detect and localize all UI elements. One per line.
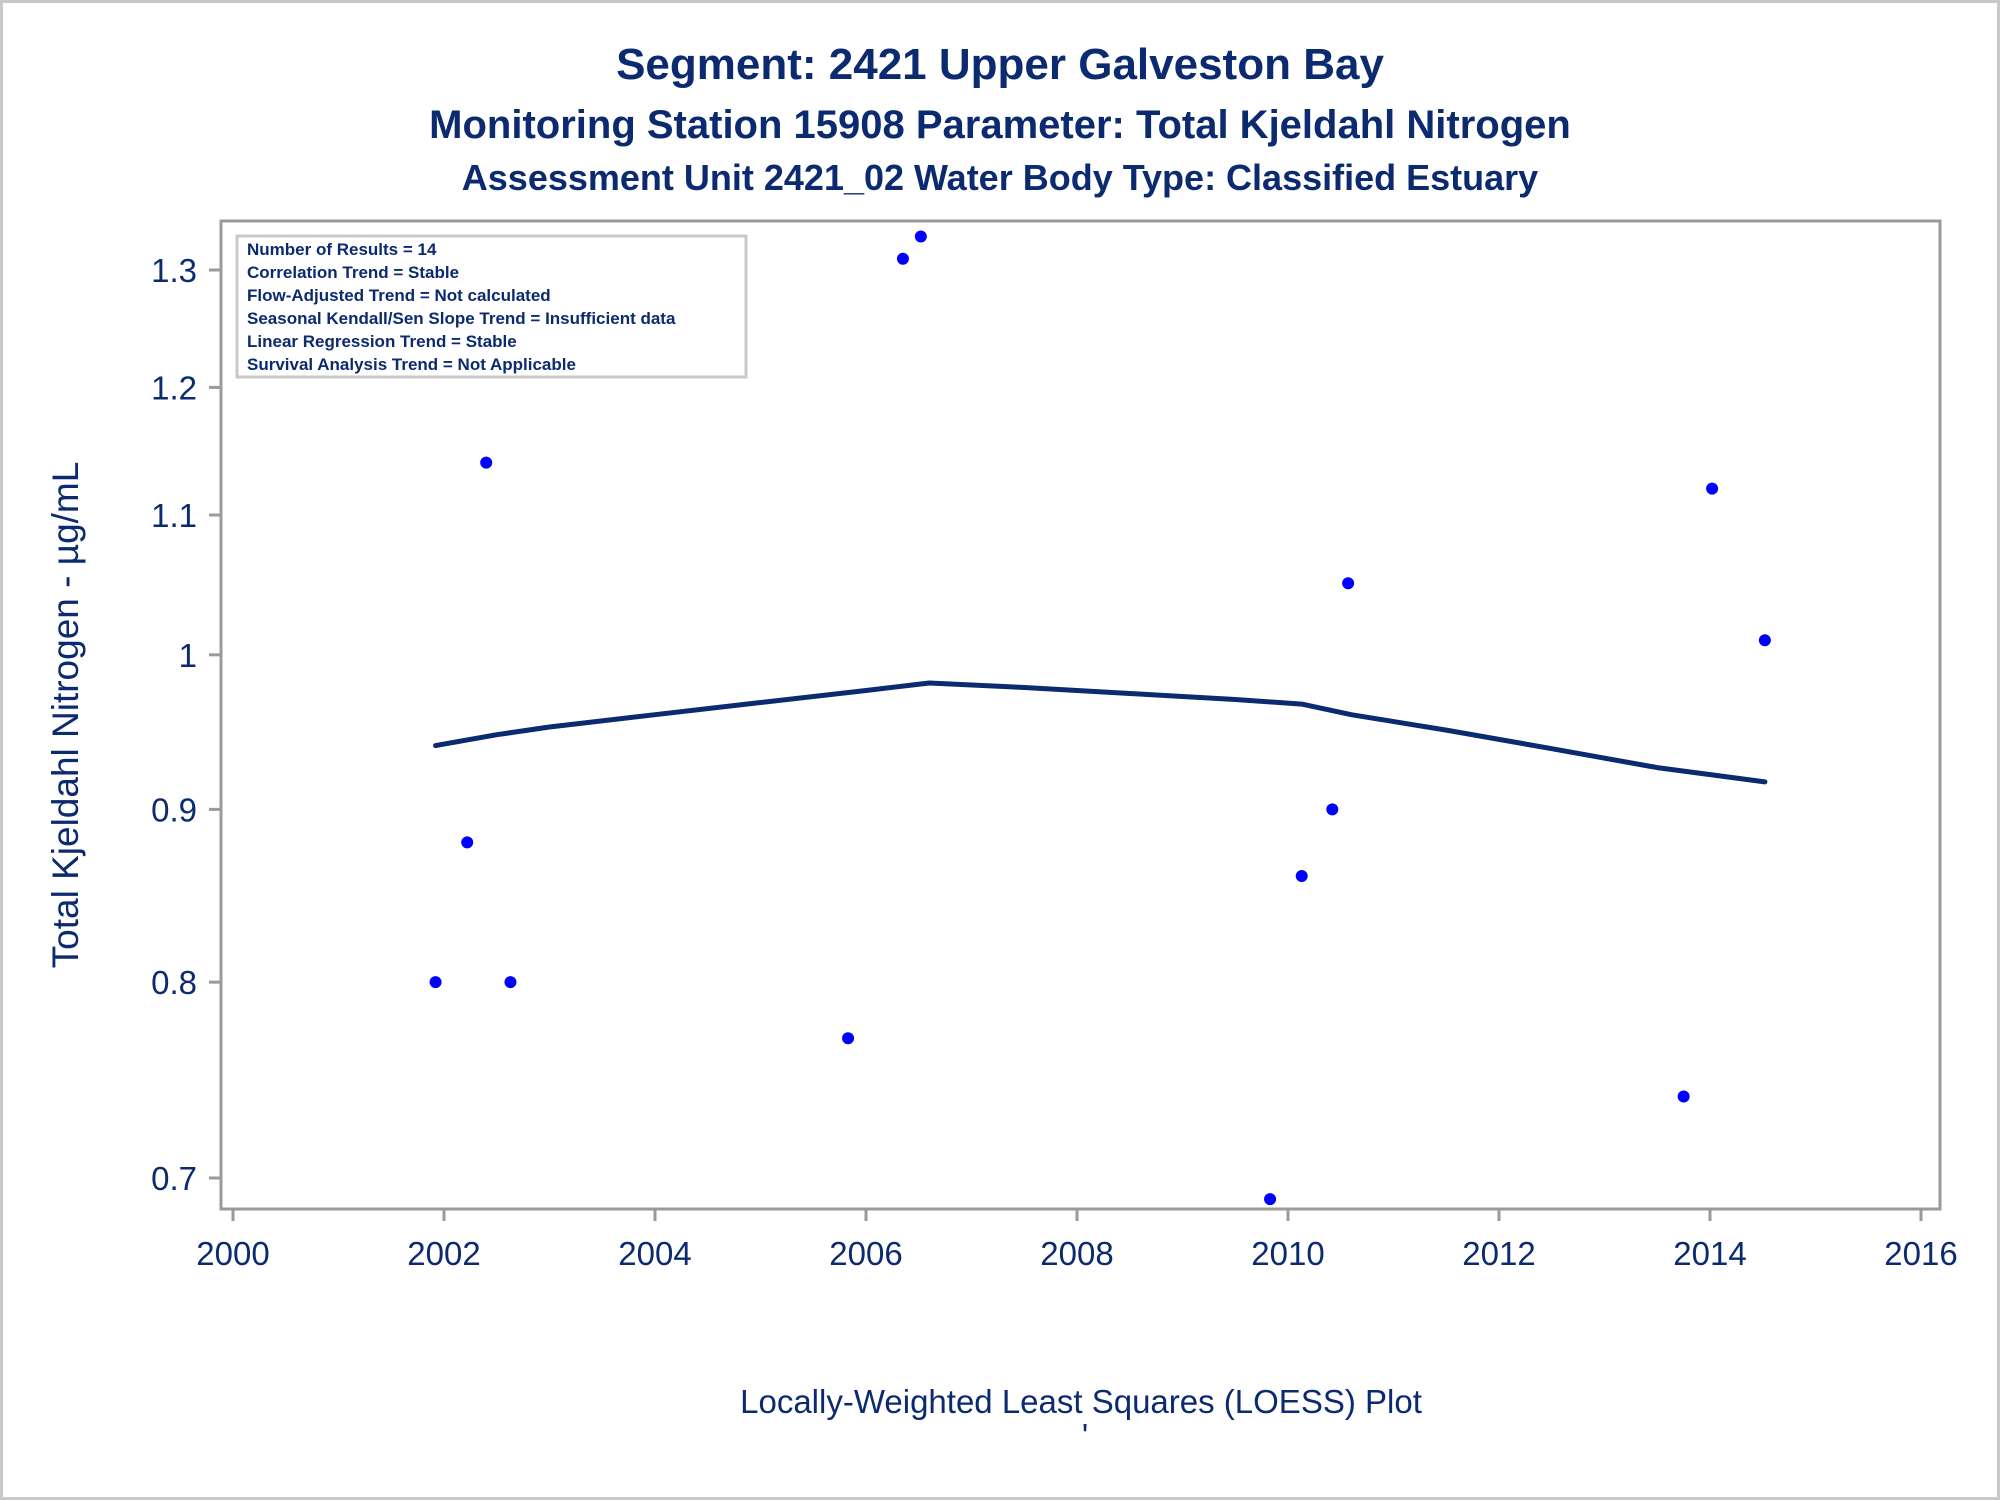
stat-flow-adjusted-trend: Flow-Adjusted Trend = Not calculated [247, 286, 551, 305]
data-point [842, 1032, 855, 1045]
data-point [1706, 482, 1719, 495]
data-point [1295, 870, 1308, 883]
plot-footnote: Locally-Weighted Least Squares (LOESS) P… [740, 1383, 1422, 1420]
y-tick-label: 1.1 [151, 497, 197, 534]
data-point [461, 836, 474, 849]
y-tick-label: 0.9 [151, 791, 197, 828]
data-point [480, 456, 493, 469]
data-point [1677, 1090, 1690, 1103]
statistics-box-frame [235, 234, 748, 379]
x-tick-label: 2016 [1884, 1235, 1957, 1272]
y-tick-label: 1.2 [151, 369, 197, 406]
plot-area [219, 219, 1942, 1211]
x-tick-label: 2004 [618, 1235, 691, 1272]
y-tick-label: 1 [179, 637, 197, 674]
data-point [914, 230, 927, 243]
stat-linear-regression-trend: Linear Regression Trend = Stable [247, 332, 517, 351]
data-point [896, 252, 909, 265]
x-tick-label: 2010 [1251, 1235, 1324, 1272]
x-tick-label: 2000 [196, 1235, 269, 1272]
chart-subtitle: Monitoring Station 15908 Parameter: Tota… [429, 103, 1571, 147]
chart-title: Segment: 2421 Upper Galveston Bay [616, 40, 1384, 89]
data-point [1326, 803, 1339, 816]
y-axis-title: Total Kjeldahl Nitrogen - µg/mL [45, 462, 86, 969]
x-tick-label: 2008 [1040, 1235, 1113, 1272]
stat-survival-analysis-trend: Survival Analysis Trend = Not Applicable [247, 355, 576, 374]
x-tick-label: 2006 [829, 1235, 902, 1272]
y-axis: 0.7 0.8 0.9 1 1.1 1.2 1.3 [151, 252, 221, 1197]
series-layer [429, 230, 1771, 1206]
data-point [1342, 577, 1355, 590]
y-tick-label: 0.7 [151, 1160, 197, 1197]
data-point [1264, 1193, 1277, 1206]
x-tick-label: 2014 [1673, 1235, 1746, 1272]
x-tick-label: 2002 [407, 1235, 480, 1272]
stat-seasonal-kendall-trend: Seasonal Kendall/Sen Slope Trend = Insuf… [247, 309, 676, 328]
y-tick-label: 0.8 [151, 964, 197, 1001]
loess-curve [433, 680, 1768, 785]
footnote-mark: ' [1082, 1417, 1088, 1454]
chart-sub-subtitle: Assessment Unit 2421_02 Water Body Type:… [462, 157, 1538, 198]
x-tick-label: 2012 [1462, 1235, 1535, 1272]
stat-correlation-trend: Correlation Trend = Stable [247, 263, 459, 282]
stat-number-of-results: Number of Results = 14 [247, 240, 437, 259]
x-axis: 2000 2002 2004 2006 2008 2010 2012 2014 2016 [196, 1209, 1958, 1272]
data-point [429, 976, 442, 989]
data-point [504, 976, 517, 989]
data-point [1758, 634, 1771, 647]
y-tick-label: 1.3 [151, 252, 197, 289]
statistics-box: Number of Results = 14 Correlation Trend… [235, 234, 748, 379]
